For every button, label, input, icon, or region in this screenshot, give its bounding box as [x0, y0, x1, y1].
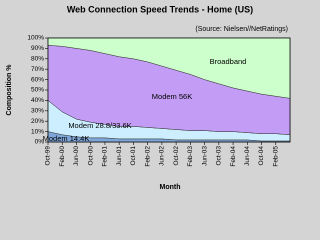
y-tick-label: 0%: [35, 139, 45, 146]
plot-border: [47, 37, 291, 143]
x-tick-label: Feb-02: [144, 146, 151, 167]
x-tick-label: Feb-01: [102, 146, 109, 167]
y-tick-label: 80%: [31, 56, 44, 63]
series-label: Modem 14.4K: [43, 134, 90, 143]
y-tick-label: 60%: [31, 76, 44, 83]
x-tick-label: Jun-02: [159, 146, 166, 166]
x-tick-label: Oct-00: [87, 146, 94, 166]
chart-subtitle: (Source: Nielsen//NetRatings): [195, 26, 288, 33]
x-axis-label: Month: [160, 184, 181, 191]
chart: Web Connection Speed Trends - Home (US) …: [6, 4, 291, 191]
x-tick-label: Oct-01: [130, 146, 137, 166]
y-tick-label: 100%: [27, 35, 44, 42]
x-tick-label: Feb-04: [230, 146, 237, 167]
y-tick-label: 20%: [31, 118, 44, 125]
y-axis-label: Composition %: [6, 64, 13, 116]
x-tick-label: Jun-01: [116, 146, 123, 166]
series-label: Modem 28.8/33.6K: [68, 121, 131, 130]
x-tick-label: Jun-00: [73, 146, 80, 166]
page: {"chart_data": {"type": "stacked_area", …: [5, 4, 291, 191]
x-tick-label: Oct-04: [258, 146, 265, 166]
y-tick-label: 50%: [31, 87, 44, 94]
x-tick-label: Jun-03: [201, 146, 208, 166]
y-tick-label: 70%: [31, 66, 44, 73]
chart-title: Web Connection Speed Trends - Home (US): [67, 4, 253, 14]
x-tick-label: Jun-04: [244, 146, 251, 166]
x-tick-label: Oct-02: [173, 146, 180, 166]
y-tick-label: 10%: [31, 128, 44, 135]
x-tick-label: Oct-99: [45, 146, 52, 166]
x-tick-label: Feb-05: [272, 146, 279, 167]
series-label: Modem 56K: [152, 92, 192, 101]
y-tick-label: 30%: [31, 108, 44, 115]
y-tick-label: 40%: [31, 97, 44, 104]
series-label: Broadband: [210, 57, 247, 66]
x-tick-label: Feb-00: [59, 146, 66, 167]
x-tick-label: Oct-03: [216, 146, 223, 166]
x-tick-label: Feb-03: [187, 146, 194, 167]
y-tick-label: 90%: [31, 45, 44, 52]
